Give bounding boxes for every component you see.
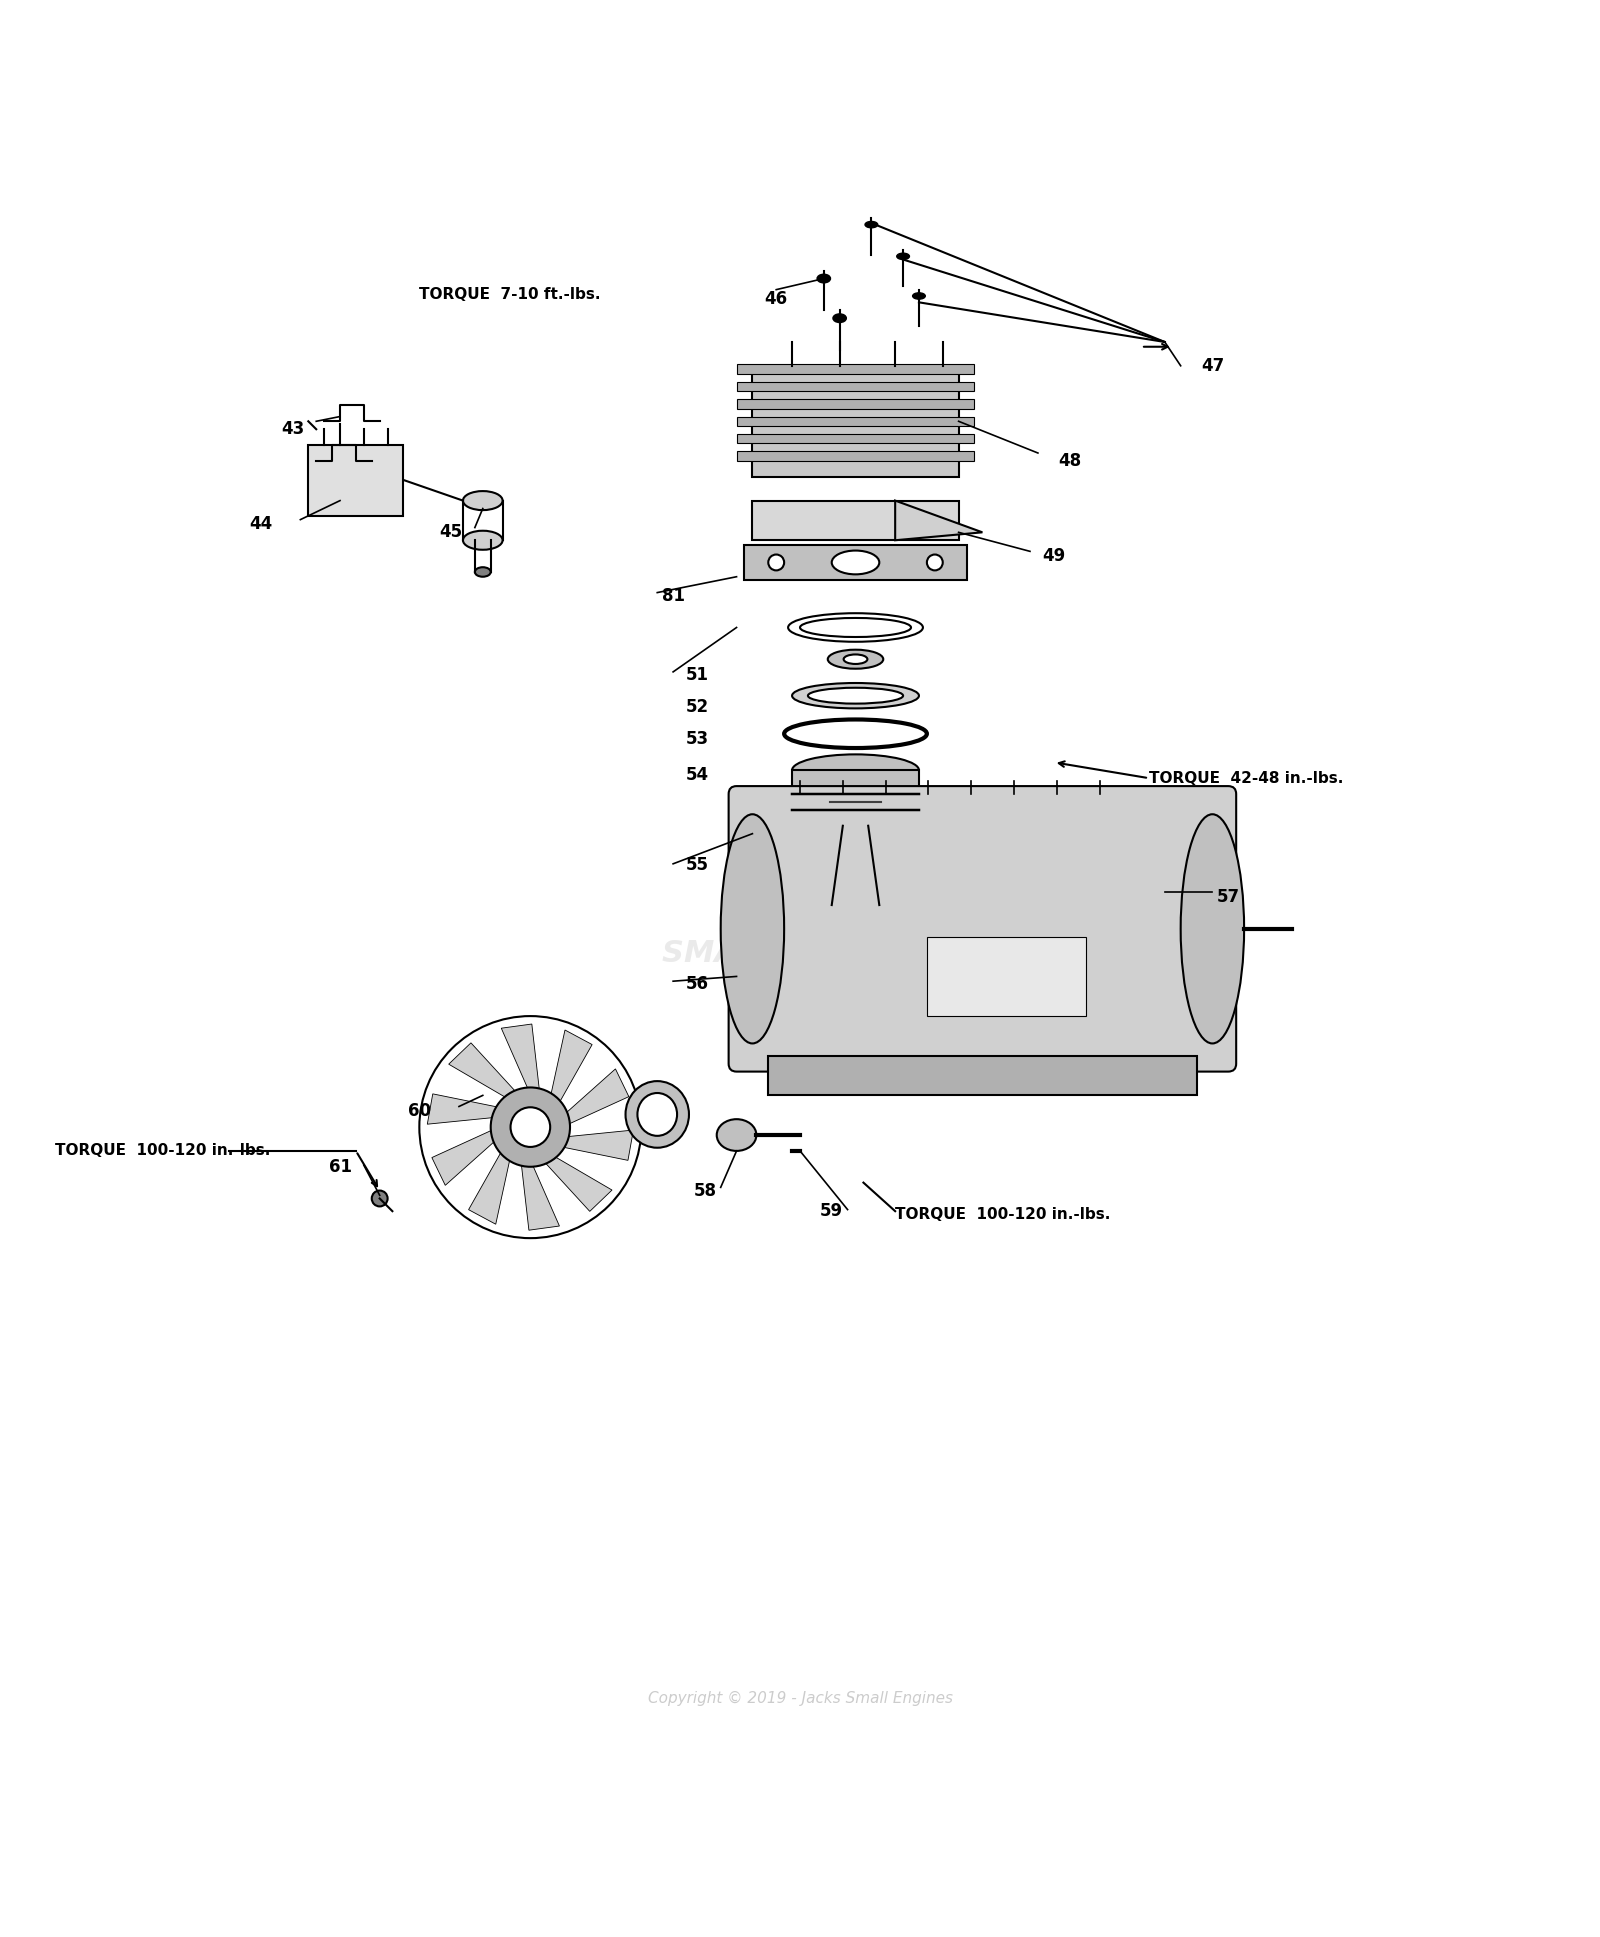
Text: 81: 81 — [662, 587, 685, 604]
Bar — [736, 364, 974, 374]
Text: 53: 53 — [685, 730, 709, 748]
Text: 49: 49 — [1042, 546, 1066, 566]
Polygon shape — [469, 1147, 512, 1224]
Ellipse shape — [827, 649, 883, 668]
Ellipse shape — [462, 492, 502, 509]
Bar — [768, 1056, 1197, 1096]
Ellipse shape — [832, 550, 880, 575]
Ellipse shape — [792, 753, 918, 786]
Text: 52: 52 — [685, 697, 709, 717]
Ellipse shape — [475, 568, 491, 577]
Ellipse shape — [912, 292, 925, 298]
Text: 61: 61 — [328, 1158, 352, 1176]
Ellipse shape — [866, 221, 878, 229]
Ellipse shape — [808, 953, 902, 999]
Text: TORQUE  100-120 in.-lbs.: TORQUE 100-120 in.-lbs. — [54, 1143, 270, 1158]
Bar — [309, 446, 403, 517]
Ellipse shape — [491, 1087, 570, 1166]
Ellipse shape — [768, 554, 784, 569]
FancyBboxPatch shape — [728, 786, 1237, 1071]
Ellipse shape — [896, 254, 909, 260]
Polygon shape — [894, 500, 982, 540]
Text: 60: 60 — [408, 1102, 430, 1120]
Ellipse shape — [720, 814, 784, 1044]
Ellipse shape — [784, 941, 926, 1013]
Ellipse shape — [626, 1081, 690, 1149]
Polygon shape — [557, 1129, 634, 1160]
Text: 47: 47 — [1200, 356, 1224, 374]
Text: 58: 58 — [693, 1182, 717, 1199]
Ellipse shape — [792, 684, 918, 709]
Ellipse shape — [637, 1092, 677, 1135]
Text: 55: 55 — [685, 856, 709, 874]
Text: TORQUE  7-10 ft.-lbs.: TORQUE 7-10 ft.-lbs. — [419, 287, 602, 302]
Ellipse shape — [789, 614, 923, 641]
Text: TORQUE  100-120 in.-lbs.: TORQUE 100-120 in.-lbs. — [894, 1207, 1110, 1222]
Text: 46: 46 — [765, 291, 787, 308]
Text: Copyright © 2019 - Jacks Small Engines: Copyright © 2019 - Jacks Small Engines — [648, 1691, 952, 1706]
Ellipse shape — [843, 655, 867, 664]
Text: 56: 56 — [685, 976, 709, 994]
Bar — [744, 544, 966, 579]
Ellipse shape — [462, 531, 502, 550]
Bar — [736, 416, 974, 426]
Ellipse shape — [510, 1108, 550, 1147]
Ellipse shape — [808, 688, 902, 703]
Text: 44: 44 — [250, 515, 272, 533]
Polygon shape — [432, 1127, 501, 1185]
Text: Jack's
SMALL ENGINES: Jack's SMALL ENGINES — [662, 905, 938, 968]
Ellipse shape — [818, 275, 830, 283]
Ellipse shape — [827, 899, 883, 928]
Ellipse shape — [1181, 814, 1245, 1044]
Ellipse shape — [784, 719, 926, 748]
Polygon shape — [541, 1153, 613, 1211]
Text: 48: 48 — [1058, 451, 1082, 471]
Ellipse shape — [717, 1120, 757, 1151]
Text: 45: 45 — [440, 523, 462, 540]
Bar — [752, 500, 958, 540]
Text: 57: 57 — [1216, 889, 1240, 907]
Text: TORQUE  42-48 in.-lbs.: TORQUE 42-48 in.-lbs. — [1149, 771, 1344, 786]
Polygon shape — [501, 1025, 541, 1096]
Text: 54: 54 — [685, 765, 709, 784]
Bar — [736, 382, 974, 391]
Ellipse shape — [834, 314, 846, 322]
Bar — [736, 399, 974, 409]
Text: 43: 43 — [282, 420, 304, 438]
Polygon shape — [520, 1156, 560, 1230]
Bar — [736, 434, 974, 444]
Text: 51: 51 — [685, 666, 709, 684]
Ellipse shape — [371, 1191, 387, 1207]
Ellipse shape — [926, 554, 942, 569]
Bar — [752, 366, 958, 477]
Bar — [792, 771, 918, 825]
Polygon shape — [560, 1069, 629, 1127]
Polygon shape — [448, 1042, 520, 1102]
Ellipse shape — [832, 965, 880, 988]
Bar — [926, 938, 1085, 1017]
Ellipse shape — [800, 618, 910, 637]
Bar — [736, 451, 974, 461]
Polygon shape — [427, 1094, 504, 1123]
Text: 59: 59 — [821, 1203, 843, 1220]
Polygon shape — [549, 1030, 592, 1108]
